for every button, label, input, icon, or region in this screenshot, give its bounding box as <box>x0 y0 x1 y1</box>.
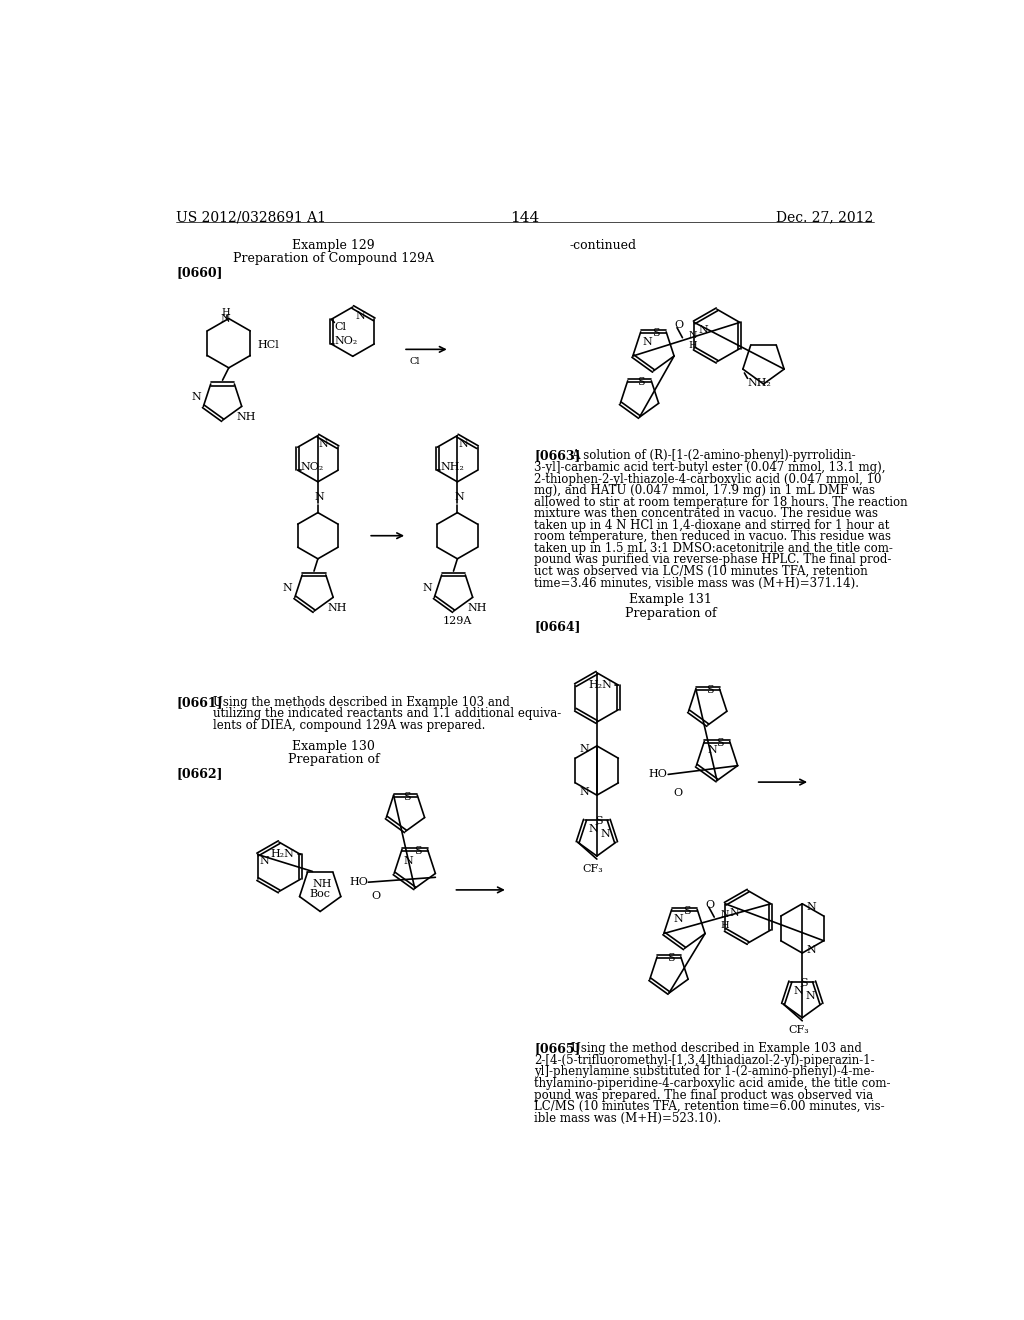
Text: Preparation of: Preparation of <box>625 607 717 619</box>
Text: N: N <box>806 902 816 912</box>
Text: -continued: -continued <box>569 239 637 252</box>
Text: Cl: Cl <box>410 358 420 366</box>
Text: N: N <box>673 913 683 924</box>
Text: 144: 144 <box>510 211 540 224</box>
Text: N: N <box>806 945 816 954</box>
Text: US 2012/0328691 A1: US 2012/0328691 A1 <box>176 211 326 224</box>
Text: mg), and HATU (0.047 mmol, 17.9 mg) in 1 mL DMF was: mg), and HATU (0.047 mmol, 17.9 mg) in 1… <box>535 484 876 498</box>
Text: Cl: Cl <box>335 322 346 333</box>
Text: pound was purified via reverse-phase HPLC. The final prod-: pound was purified via reverse-phase HPL… <box>535 553 892 566</box>
Text: Dec. 27, 2012: Dec. 27, 2012 <box>776 211 873 224</box>
Text: Example 129: Example 129 <box>292 239 375 252</box>
Text: yl]-phenylamine substituted for 1-(2-amino-phenyl)-4-me-: yl]-phenylamine substituted for 1-(2-ami… <box>535 1065 874 1078</box>
Text: NO₂: NO₂ <box>301 462 324 473</box>
Text: N: N <box>355 312 365 321</box>
Text: Example 130: Example 130 <box>292 739 375 752</box>
Text: NH: NH <box>312 879 332 888</box>
Text: A solution of (R)-[1-(2-amino-phenyl)-pyrrolidin-: A solution of (R)-[1-(2-amino-phenyl)-py… <box>571 449 856 462</box>
Text: N: N <box>191 392 201 403</box>
Text: allowed to stir at room temperature for 18 hours. The reaction: allowed to stir at room temperature for … <box>535 496 907 508</box>
Text: Using the method described in Example 103 and: Using the method described in Example 10… <box>571 1043 862 1056</box>
Text: N: N <box>314 492 325 502</box>
Text: thylamino-piperidine-4-carboxylic acid amide, the title com-: thylamino-piperidine-4-carboxylic acid a… <box>535 1077 891 1090</box>
Text: NO₂: NO₂ <box>335 335 357 346</box>
Text: 2-[4-(5-trifluoromethyl-[1,3,4]thiadiazol-2-yl)-piperazin-1-: 2-[4-(5-trifluoromethyl-[1,3,4]thiadiazo… <box>535 1053 874 1067</box>
Text: CF₃: CF₃ <box>788 1026 809 1035</box>
Text: H₂N: H₂N <box>588 680 612 690</box>
Text: NH: NH <box>237 412 256 422</box>
Text: 129A: 129A <box>442 615 472 626</box>
Text: N: N <box>794 986 803 997</box>
Text: NH: NH <box>328 603 347 612</box>
Text: NH₂: NH₂ <box>440 462 464 473</box>
Text: N: N <box>403 855 414 866</box>
Text: 2-thiophen-2-yl-thiazole-4-carboxylic acid (0.047 mmol, 10: 2-thiophen-2-yl-thiazole-4-carboxylic ac… <box>535 473 882 486</box>
Text: S: S <box>595 816 602 826</box>
Text: N: N <box>318 440 329 449</box>
Text: H: H <box>221 308 230 317</box>
Text: taken up in 4 N HCl in 1,4-dioxane and stirred for 1 hour at: taken up in 4 N HCl in 1,4-dioxane and s… <box>535 519 890 532</box>
Text: N: N <box>588 825 598 834</box>
Text: N: N <box>454 492 464 502</box>
Text: Boc: Boc <box>309 890 330 899</box>
Text: S: S <box>652 329 660 338</box>
Text: pound was prepared. The final product was observed via: pound was prepared. The final product wa… <box>535 1089 873 1102</box>
Text: [0664]: [0664] <box>535 620 581 634</box>
Text: N: N <box>580 744 589 754</box>
Text: O: O <box>674 788 683 799</box>
Text: [0661]: [0661] <box>176 696 222 709</box>
Text: Preparation of Compound 129A: Preparation of Compound 129A <box>232 252 434 265</box>
Text: N: N <box>422 583 432 593</box>
Text: N: N <box>708 744 717 755</box>
Text: 3-yl]-carbamic acid tert-butyl ester (0.047 mmol, 13.1 mg),: 3-yl]-carbamic acid tert-butyl ester (0.… <box>535 461 886 474</box>
Text: [0660]: [0660] <box>176 267 222 280</box>
Text: Preparation of: Preparation of <box>288 752 379 766</box>
Text: N
H: N H <box>721 911 729 929</box>
Text: LC/MS (10 minutes TFA, retention time=6.00 minutes, vis-: LC/MS (10 minutes TFA, retention time=6.… <box>535 1100 885 1113</box>
Text: CF₃: CF₃ <box>583 863 603 874</box>
Text: S: S <box>403 792 411 801</box>
Text: HCl: HCl <box>257 339 280 350</box>
Text: S: S <box>638 378 645 388</box>
Text: ible mass was (M+H)=523.10).: ible mass was (M+H)=523.10). <box>535 1111 721 1125</box>
Text: uct was observed via LC/MS (10 minutes TFA, retention: uct was observed via LC/MS (10 minutes T… <box>535 565 868 578</box>
Text: N: N <box>729 908 738 917</box>
Text: O: O <box>372 891 381 902</box>
Text: N: N <box>259 855 268 866</box>
Text: Using the methods described in Example 103 and: Using the methods described in Example 1… <box>213 696 510 709</box>
Text: S: S <box>414 846 421 855</box>
Text: S: S <box>683 906 691 916</box>
Text: N: N <box>580 787 589 797</box>
Text: N: N <box>221 314 230 323</box>
Text: utilizing the indicated reactants and 1.1 additional equiva-: utilizing the indicated reactants and 1.… <box>213 708 561 721</box>
Text: N
H: N H <box>688 331 696 350</box>
Text: time=3.46 minutes, visible mass was (M+H)=371.14).: time=3.46 minutes, visible mass was (M+H… <box>535 577 859 590</box>
Text: O: O <box>674 321 683 330</box>
Text: taken up in 1.5 mL 3:1 DMSO:acetonitrile and the title com-: taken up in 1.5 mL 3:1 DMSO:acetonitrile… <box>535 543 893 554</box>
Text: N: N <box>642 337 652 347</box>
Text: lents of DIEA, compound 129A was prepared.: lents of DIEA, compound 129A was prepare… <box>213 719 485 733</box>
Text: N: N <box>698 326 709 335</box>
Text: room temperature, then reduced in vacuo. This residue was: room temperature, then reduced in vacuo.… <box>535 531 891 544</box>
Text: HO: HO <box>648 770 668 779</box>
Text: Example 131: Example 131 <box>629 594 712 606</box>
Text: N: N <box>459 440 468 449</box>
Text: S: S <box>667 953 675 964</box>
Text: mixture was then concentrated in vacuo. The residue was: mixture was then concentrated in vacuo. … <box>535 507 879 520</box>
Text: S: S <box>801 978 808 989</box>
Text: [0665]: [0665] <box>535 1043 581 1056</box>
Text: NH: NH <box>467 603 487 612</box>
Text: N: N <box>806 991 815 1001</box>
Text: H₂N: H₂N <box>270 850 295 859</box>
Text: S: S <box>716 738 724 748</box>
Text: HO: HO <box>349 878 369 887</box>
Text: S: S <box>706 685 714 696</box>
Text: N: N <box>600 829 610 840</box>
Text: [0662]: [0662] <box>176 767 222 780</box>
Text: [0663]: [0663] <box>535 449 581 462</box>
Text: O: O <box>705 900 714 909</box>
Text: N: N <box>283 583 292 593</box>
Text: NH₂: NH₂ <box>748 379 771 388</box>
